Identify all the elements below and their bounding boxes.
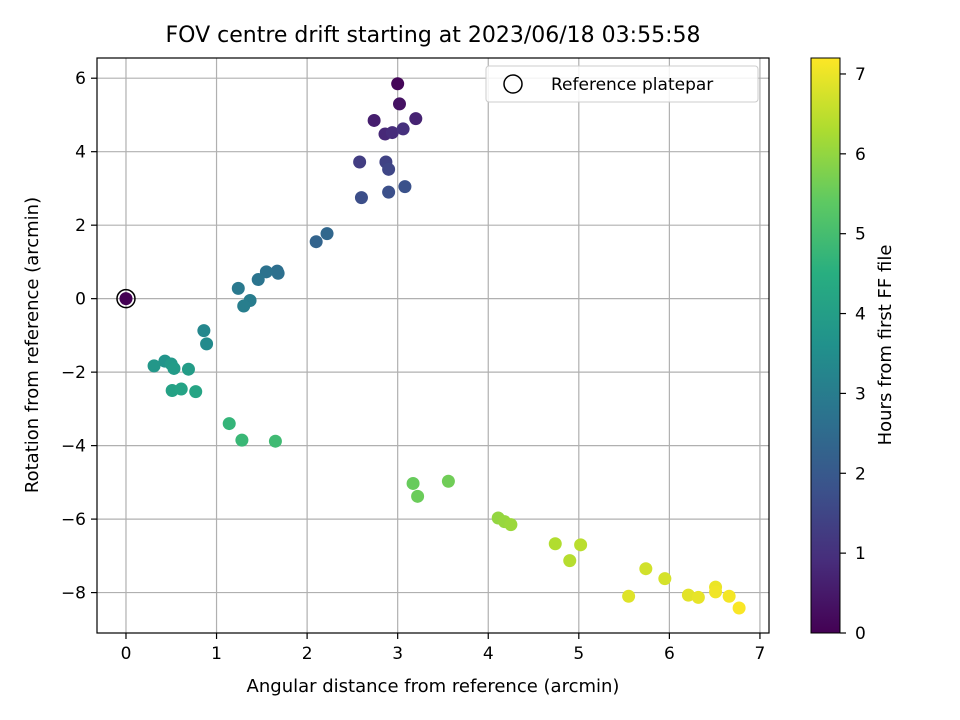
colorbar-tick-label: 5 [855,225,866,245]
x-tick-label: 2 [302,644,313,664]
y-tick-label: 4 [75,143,86,163]
reference-platepar-marker [116,288,136,309]
scatter-point [411,489,425,503]
scatter-point [367,113,381,127]
x-axis-label: Angular distance from reference (arcmin) [247,676,620,697]
x-tick-label: 7 [755,644,766,664]
scatter-point [259,265,273,279]
colorbar-ticks: 0 1 2 3 4 5 6 7 [840,65,866,644]
y-gridlines [97,77,769,594]
scatter-point [309,235,323,249]
x-tick-label: 6 [664,644,675,664]
y-axis-label: Rotation from reference (arcmin) [22,197,43,493]
y-tick-label: −6 [61,510,86,530]
colorbar-tick-label: 0 [855,624,866,644]
scatter-point [382,162,396,176]
colorbar: 0 1 2 3 4 5 6 7 Hours from first FF file [810,57,896,644]
colorbar-tick-label: 1 [855,544,866,564]
scatter-point [504,518,518,532]
scatter-point [197,324,211,338]
scatter-point [235,433,249,447]
scatter-point [271,266,285,280]
legend-box [485,65,759,103]
scatter-point [574,538,588,552]
scatter-point [222,417,236,431]
scatter-point [691,590,705,604]
chart-title: FOV centre drift starting at 2023/06/18 … [166,23,701,48]
scatter-points [119,77,746,615]
scatter-point [251,273,265,287]
y-tick-label: 6 [75,69,86,89]
scatter-point [392,97,406,111]
scatter-point [391,77,405,91]
x-tick-label: 0 [121,644,132,664]
colorbar-tick-label: 7 [855,65,866,85]
scatter-point [409,112,423,126]
scatter-point [398,180,412,194]
scatter-point [441,474,455,488]
x-axis-ticks: 0 1 2 3 4 5 6 7 [121,633,766,664]
x-tick-label: 5 [573,644,584,664]
scatter-point [354,191,368,205]
y-tick-label: 0 [75,290,86,310]
scatter-point [174,382,188,396]
scatter-point [167,361,181,375]
scatter-point [396,122,410,136]
scatter-point [709,585,723,599]
scatter-point [548,537,562,551]
scatter-point [722,589,736,603]
scatter-point [681,588,695,602]
scatter-point [119,292,133,306]
scatter-point [658,572,672,586]
scatter-point [237,299,251,313]
scatter-point [732,601,746,615]
colorbar-tick-label: 2 [855,464,866,484]
colorbar-tick-label: 3 [855,384,866,404]
scatter-point [200,337,214,351]
colorbar-gradient [810,57,841,634]
scatter-point [639,562,653,576]
colorbar-tick-label: 6 [855,145,866,165]
scatter-point [268,434,282,448]
colorbar-tick-label: 4 [855,305,866,325]
scatter-point [622,589,636,603]
plot-frame [96,57,770,634]
legend-entry-reference: Reference platepar [551,75,713,95]
x-tick-label: 4 [483,644,494,664]
y-axis-ticks: −8 −6 −4 −2 0 2 4 6 [61,69,97,604]
legend-reference-icon [503,74,523,94]
scatter-point [353,155,367,169]
legend: Reference platepar [485,65,759,103]
x-tick-label: 3 [392,644,403,664]
scatter-point [406,476,420,490]
scatter-point [320,227,334,241]
x-gridlines [125,58,761,633]
y-tick-label: −8 [61,584,86,604]
y-tick-label: −4 [61,437,86,457]
y-tick-label: −2 [61,363,86,383]
scatter-point [189,385,203,399]
scatter-point [563,554,577,568]
scatter-point [385,126,399,140]
y-tick-label: 2 [75,216,86,236]
scatter-point [181,362,195,376]
scatter-point [147,359,161,373]
colorbar-label: Hours from first FF file [875,245,896,446]
x-tick-label: 1 [211,644,222,664]
scatter-point [231,281,245,295]
scatter-point [382,185,396,199]
